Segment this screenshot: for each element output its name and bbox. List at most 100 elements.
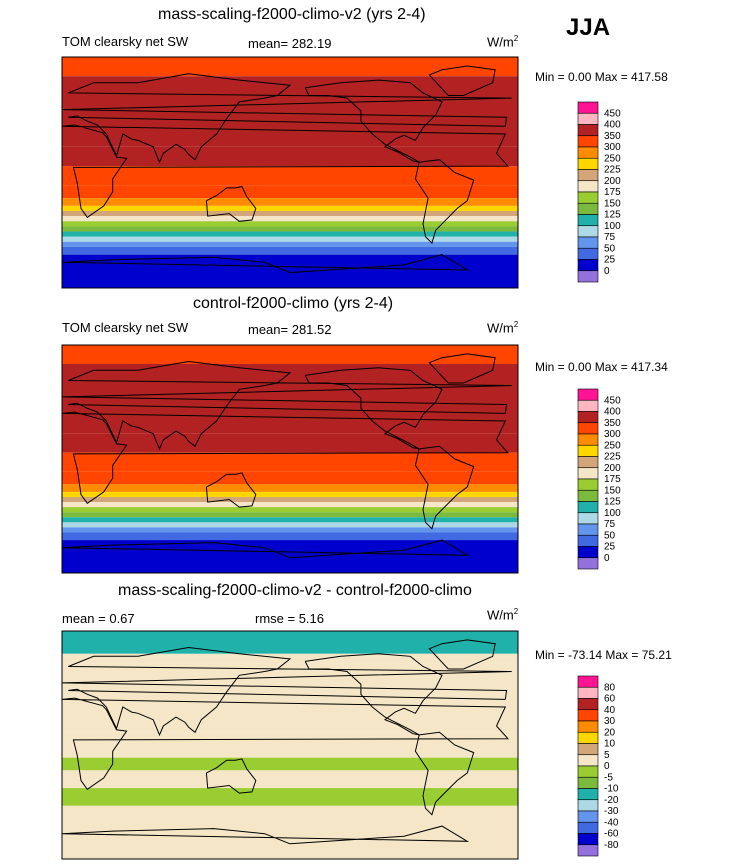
panel1-units: W/m2	[487, 34, 519, 50]
colorbar-label: 80	[604, 682, 616, 693]
coastline	[61, 73, 512, 164]
contour-band	[62, 216, 518, 222]
contour-band	[62, 471, 518, 485]
colorbar-label: 30	[604, 716, 616, 727]
colorbar-label: 150	[604, 198, 621, 209]
colorbar-label: 225	[604, 452, 621, 463]
colorbar-label: 50	[604, 243, 616, 254]
colorbar-cell	[577, 478, 599, 491]
colorbar-label: 20	[604, 727, 616, 738]
contour-band	[62, 707, 518, 733]
colorbar-label: -80	[604, 840, 619, 851]
contour-band	[62, 254, 518, 288]
contour-band	[62, 732, 518, 758]
contour-band	[62, 221, 518, 227]
panel3-mean: mean = 0.67	[62, 611, 135, 626]
colorbar-label: -40	[604, 817, 619, 828]
contour-band	[62, 433, 518, 453]
colorbar-cell	[577, 422, 599, 435]
coastline	[428, 65, 496, 96]
contour-band	[62, 631, 518, 654]
colorbar-cell	[577, 112, 599, 125]
colorbar-cell	[577, 433, 599, 446]
colorbar-label: 300	[604, 429, 621, 440]
colorbar-label: 75	[604, 519, 616, 530]
colorbar-cell	[577, 821, 599, 834]
colorbar-label: 200	[604, 463, 621, 474]
coastline	[414, 159, 475, 245]
contour-band	[62, 231, 518, 237]
contour-band	[62, 522, 518, 528]
contour-band	[62, 205, 518, 211]
colorbar-label: 400	[604, 407, 621, 418]
colorbar-cell	[577, 135, 599, 148]
colorbar-cell	[577, 501, 599, 514]
coastline	[428, 353, 496, 384]
colorbar-label: 400	[604, 120, 621, 131]
panel1-title: mass-scaling-f2000-climo-v2 (yrs 2-4)	[158, 6, 426, 23]
colorbar-cell	[577, 124, 599, 137]
coastline	[414, 731, 475, 816]
colorbar-cell	[577, 225, 599, 238]
coastline	[205, 758, 257, 794]
colorbar-cell	[577, 720, 599, 733]
colorbar-label: 0	[604, 761, 610, 772]
contour-band	[62, 512, 518, 518]
contour-band	[62, 540, 518, 573]
panel1-minmax: Min = 0.00 Max = 417.58	[535, 70, 668, 84]
panel2-minmax: Min = 0.00 Max = 417.34	[535, 360, 668, 374]
coastline	[304, 653, 443, 736]
contour-band	[62, 484, 518, 492]
colorbar-cell	[577, 765, 599, 778]
colorbar-label: -10	[604, 784, 619, 795]
colorbar-label: 150	[604, 485, 621, 496]
colorbar-label: -60	[604, 829, 619, 840]
colorbar-label: -30	[604, 806, 619, 817]
contour-band	[62, 805, 518, 859]
contour-band	[62, 517, 518, 523]
colorbar-cell	[577, 709, 599, 722]
colorbar-label: 25	[604, 255, 616, 266]
colorbar-label: 125	[604, 497, 621, 508]
panel2-variable: TOM clearsky net SW	[62, 320, 189, 335]
coastline	[61, 124, 510, 219]
colorbar-cell	[577, 512, 599, 525]
colorbar-label: 225	[604, 165, 621, 176]
contour-band	[62, 241, 518, 247]
colorbar-cell	[577, 180, 599, 193]
contour-band	[62, 146, 518, 167]
colorbar-label: 25	[604, 542, 616, 553]
colorbar-label: 0	[604, 553, 610, 564]
colorbar-cell	[577, 202, 599, 215]
colorbar-cell	[577, 157, 599, 170]
map-frame	[61, 56, 519, 289]
contour-band	[62, 236, 518, 242]
colorbar-cell	[577, 833, 599, 846]
contour-band	[62, 502, 518, 508]
coastline	[61, 646, 512, 737]
coastline	[205, 472, 257, 508]
colorbar-label: 50	[604, 530, 616, 541]
contour-band	[62, 76, 518, 96]
coastline	[304, 79, 443, 163]
colorbar-cell	[577, 444, 599, 457]
colorbar-label: 75	[604, 232, 616, 243]
coastline	[61, 825, 470, 845]
colorbar-label: 0	[604, 266, 610, 277]
contour-band	[62, 226, 518, 232]
colorbar-label: 175	[604, 187, 621, 198]
colorbar-label: 250	[604, 440, 621, 451]
colorbar-label: -5	[604, 772, 613, 783]
colorbar-label: 300	[604, 142, 621, 153]
contour-band	[62, 198, 518, 206]
colorbar-cell	[577, 754, 599, 767]
colorbar-cell	[577, 743, 599, 756]
coastline	[61, 697, 510, 790]
contour-band	[62, 527, 518, 533]
colorbar-cell	[577, 523, 599, 536]
colorbar-cell	[577, 270, 599, 283]
colorbar-cell	[577, 799, 599, 812]
contour-band	[62, 770, 518, 789]
coastline	[61, 360, 512, 451]
colorbar-label: 450	[604, 395, 621, 406]
